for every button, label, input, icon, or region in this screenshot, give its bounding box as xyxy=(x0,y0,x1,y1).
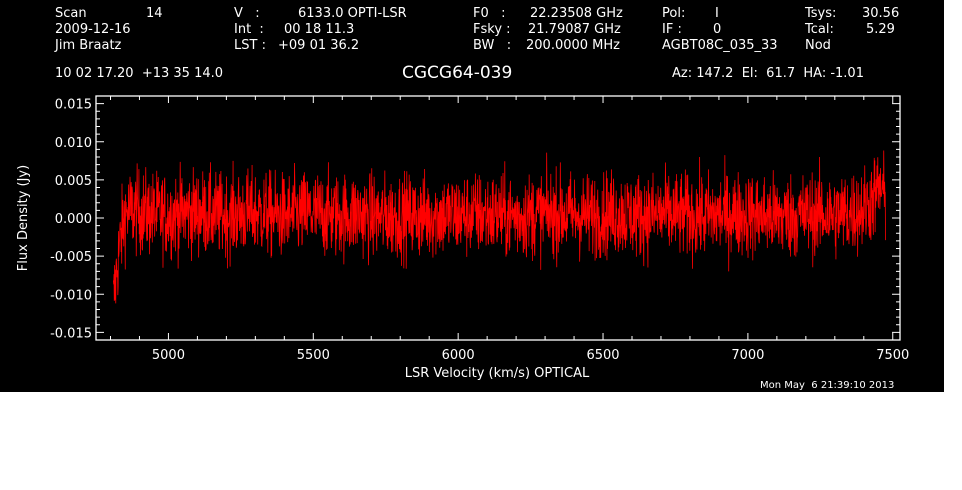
y-tick-label: 0.015 xyxy=(55,98,92,113)
velocity-label: V : xyxy=(234,6,260,21)
x-tick-label: 7500 xyxy=(876,348,909,363)
y-tick-label: 0.000 xyxy=(55,212,92,227)
obs-date: 2009-12-16 xyxy=(55,22,131,37)
plot-panel: Scan 14 2009-12-16 Jim Braatz 10 02 17.2… xyxy=(0,0,944,392)
obs-mode: Nod xyxy=(805,38,831,53)
observer-name: Jim Braatz xyxy=(55,38,122,53)
spectrum-series-line xyxy=(112,150,886,304)
if-value: 0 xyxy=(713,22,722,37)
pol-value: I xyxy=(715,6,719,21)
y-axis-ticks: -0.015 -0.010 -0.005 0.000 0.005 0.010 0.015 xyxy=(50,98,900,341)
x-axis-label: LSR Velocity (km/s) OPTICAL xyxy=(405,366,590,381)
az-el-ha: Az: 147.2 El: 61.7 HA: -1.01 xyxy=(672,66,864,81)
lst-label: LST : xyxy=(234,38,266,53)
y-tick-label: -0.005 xyxy=(50,250,92,265)
scan-value: 14 xyxy=(146,6,163,21)
x-tick-label: 7000 xyxy=(731,348,764,363)
scan-label: Scan xyxy=(55,6,87,21)
bw-value: 200.0000 MHz xyxy=(526,38,620,53)
lst-value: +09 01 36.2 xyxy=(278,38,360,53)
y-tick-label: 0.010 xyxy=(55,136,92,151)
f0-value: 22.23508 GHz xyxy=(530,6,623,21)
timestamp: Mon May 6 21:39:10 2013 xyxy=(760,380,895,391)
x-tick-label: 6000 xyxy=(442,348,475,363)
fsky-label: Fsky : xyxy=(473,22,511,37)
x-tick-label: 5500 xyxy=(297,348,330,363)
bw-label: BW : xyxy=(473,38,512,53)
y-axis-label: Flux Density (Jy) xyxy=(16,165,31,271)
chart-title: CGCG64-039 xyxy=(402,63,513,83)
y-tick-label: -0.010 xyxy=(50,288,92,303)
int-value: 00 18 11.3 xyxy=(284,22,355,37)
tcal-value: 5.29 xyxy=(866,22,895,37)
y-tick-label: -0.015 xyxy=(50,326,92,341)
if-label: IF : xyxy=(662,22,682,37)
pol-label: Pol: xyxy=(662,6,686,21)
velocity-value: 6133.0 OPTI-LSR xyxy=(298,6,407,21)
y-tick-label: 0.005 xyxy=(55,174,92,189)
ra-dec: 10 02 17.20 +13 35 14.0 xyxy=(55,66,224,81)
x-axis-ticks: 5000 5500 6000 6500 7000 7500 xyxy=(109,96,909,363)
spectrum-chart: 5000 5500 6000 6500 7000 7500 -0.015-0.010-0.… xyxy=(16,95,909,381)
project-id: AGBT08C_035_33 xyxy=(662,38,778,53)
x-tick-label: 5000 xyxy=(152,348,185,363)
f0-label: F0 : xyxy=(473,6,506,21)
tsys-label: Tsys: xyxy=(805,6,837,21)
int-label: Int : xyxy=(234,22,264,37)
x-tick-label: 6500 xyxy=(586,348,619,363)
tsys-value: 30.56 xyxy=(862,6,900,21)
tcal-label: Tcal: xyxy=(805,22,834,37)
fsky-value: 21.79087 GHz xyxy=(528,22,621,37)
